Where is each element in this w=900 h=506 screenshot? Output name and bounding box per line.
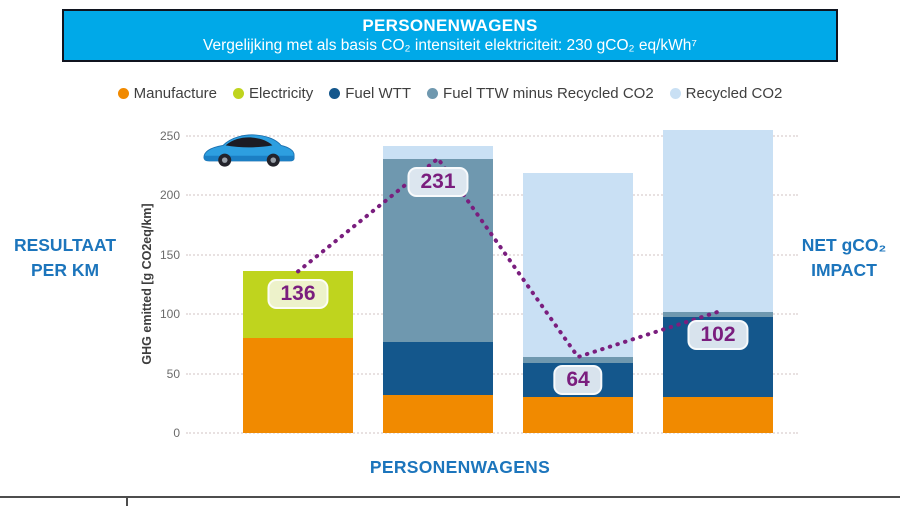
legend-swatch-icon (329, 87, 341, 99)
stacked-bar-4 (663, 130, 773, 433)
bar-segment (383, 145, 493, 159)
net-value-label-102: 102 (687, 319, 749, 350)
title-banner: PERSONENWAGENS Vergelijking met als basi… (62, 9, 838, 62)
net-value-label-64: 64 (553, 364, 603, 395)
right-annotation-line2: IMPACT (811, 260, 877, 281)
chart-legend: Manufacture Electricity Fuel WTT Fuel TTW m… (0, 83, 900, 103)
y-tick-label: 0 (173, 426, 180, 440)
left-annotation-line1: RESULTAAT (13, 235, 117, 255)
left-annotation-line2: PER KM (30, 260, 100, 281)
legend-label: Recycled CO2 (685, 84, 783, 102)
bar-segment (663, 397, 773, 433)
bar-segment (383, 394, 493, 433)
banner-title: PERSONENWAGENS (362, 16, 538, 35)
legend-label: Fuel WTT (345, 84, 412, 102)
right-annotation-line1: NET gCO₂ (801, 235, 887, 255)
y-tick-label: 200 (159, 188, 180, 203)
bar-segment (663, 130, 773, 312)
legend-swatch-icon (669, 87, 681, 99)
y-tick-label: 250 (159, 129, 180, 143)
table-top-border (0, 496, 900, 498)
x-axis-title: PERSONENWAGENS (369, 457, 551, 477)
legend-item-fuel-ttw-minus-recycled-co2: Fuel TTW minus Recycled CO2 (427, 85, 654, 102)
bar-segment (383, 341, 493, 395)
bar-segment (523, 397, 633, 433)
y-axis-title: GHG emitted [g CO2eq/km] (140, 203, 154, 365)
legend-label: Manufacture (133, 84, 218, 102)
bar-segment (523, 172, 633, 357)
net-value-label-136: 136 (267, 279, 329, 310)
gridline-y250 (186, 135, 798, 137)
banner-subtitle: Vergelijking met als basis CO₂ intensite… (202, 37, 698, 54)
legend-item-recycled-co2: Recycled CO2 (669, 84, 783, 102)
y-tick-label: 50 (166, 366, 180, 381)
bar-segment (243, 337, 353, 433)
right-axis-annotation: NET gCO₂ IMPACT (788, 233, 900, 284)
car-icon (197, 126, 301, 175)
gridline-y0 (186, 432, 798, 434)
table-column-divider (126, 496, 128, 506)
y-tick-label: 150 (159, 247, 180, 262)
bar-segment (523, 357, 633, 363)
legend-swatch-icon (117, 87, 129, 99)
legend-item-electricity: Electricity (233, 85, 313, 102)
legend-item-fuel-wtt: Fuel WTT (329, 85, 411, 102)
legend-swatch-icon (427, 87, 439, 99)
legend-label: Fuel TTW minus Recycled CO2 (443, 84, 654, 102)
legend-item-manufacture: Manufacture (117, 84, 218, 102)
net-value-label-231: 231 (407, 166, 469, 197)
y-tick-label: 100 (159, 307, 180, 322)
legend-label: Electricity (249, 84, 314, 102)
legend-swatch-icon (233, 87, 245, 99)
left-axis-annotation: RESULTAAT PER KM (0, 233, 130, 284)
